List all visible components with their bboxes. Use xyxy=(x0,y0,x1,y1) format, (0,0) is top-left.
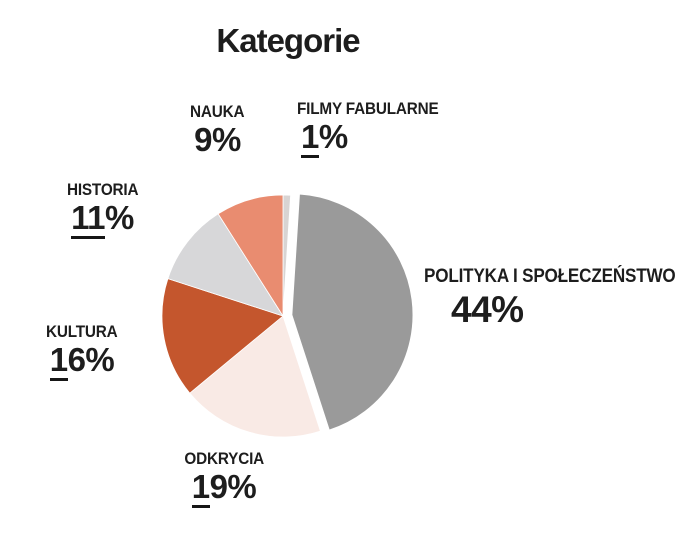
percent-value: 19% xyxy=(158,467,290,508)
percent-value: 16% xyxy=(18,340,146,381)
category-label: POLITYKA I SPOŁECZEŃSTWO xyxy=(424,266,676,287)
label-kultura: KULTURA 16% xyxy=(18,322,146,381)
label-nauka: NAUKA 9% xyxy=(150,102,285,158)
category-label: KULTURA xyxy=(46,322,118,341)
percent-value: 1% xyxy=(301,117,477,158)
category-label: NAUKA xyxy=(190,102,245,121)
pie-slice-3 xyxy=(161,278,284,394)
label-odkrycia: ODKRYCIA 19% xyxy=(158,449,290,508)
pie-slice-1 xyxy=(291,193,414,431)
label-historia: HISTORIA 11% xyxy=(40,180,165,239)
label-filmy-fabularne: FILMY FABULARNE 1% xyxy=(297,99,477,158)
category-label: FILMY FABULARNE xyxy=(297,99,439,118)
pie-slice-0 xyxy=(282,194,292,317)
percent-value: 11% xyxy=(40,198,165,239)
chart-title: Kategorie xyxy=(216,22,360,59)
percent-value: 44% xyxy=(451,288,524,330)
pie-slice-5 xyxy=(217,194,284,318)
pie-slice-4 xyxy=(167,213,284,317)
pie-slice-2 xyxy=(189,315,321,438)
category-label: ODKRYCIA xyxy=(184,449,264,468)
label-polityka-i-spoleczenstwo: POLITYKA I SPOŁECZEŃSTWO 44% xyxy=(424,266,676,330)
category-label: HISTORIA xyxy=(66,180,139,199)
pie-slices xyxy=(161,193,414,438)
percent-value: 9% xyxy=(194,120,241,158)
